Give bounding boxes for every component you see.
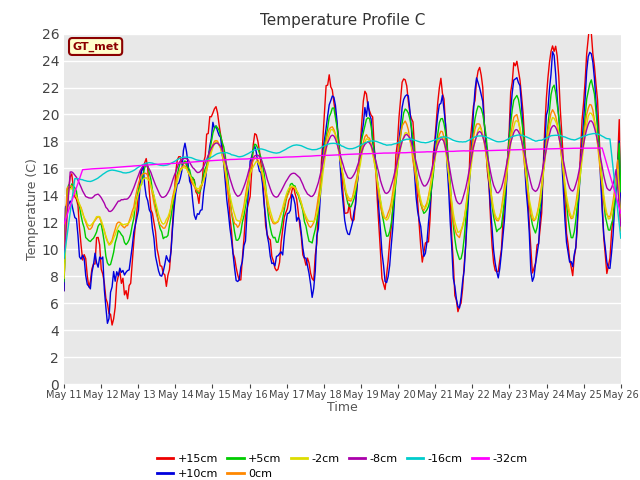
Y-axis label: Temperature (C): Temperature (C) (26, 158, 38, 260)
X-axis label: Time: Time (327, 401, 358, 414)
Title: Temperature Profile C: Temperature Profile C (260, 13, 425, 28)
Legend: +15cm, +10cm, +5cm, 0cm, -2cm, -8cm, -16cm, -32cm: +15cm, +10cm, +5cm, 0cm, -2cm, -8cm, -16… (152, 449, 532, 480)
Text: GT_met: GT_met (72, 41, 119, 52)
